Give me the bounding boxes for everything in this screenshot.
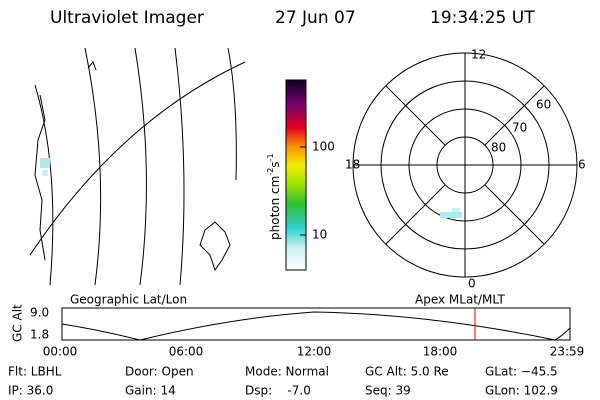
timeline-title: Apex MLat/MLT [415,293,505,307]
colorbar-tick-label: 10 [312,228,327,242]
date: 27 Jun 07 [275,8,356,28]
mlt-label: 12 [471,48,486,62]
time: 19:34:25 UT [430,8,535,28]
info-field: GLon: 102.9 [485,384,558,398]
info-field: Seq: 39 [365,384,411,398]
map [29,47,246,286]
x-tick-label: 18:00 [423,345,458,359]
info-field: Flt: LBHL [8,365,62,379]
x-tick-label: 06:00 [169,345,204,359]
colorbar-tick-label: 100 [312,140,335,154]
y-tick-label: 9.0 [30,306,49,320]
colorbar [285,79,307,271]
title: Ultraviolet Imager [50,8,204,28]
info-field: Mode: Normal [245,365,329,379]
polar-grid [352,52,578,278]
timeline-title: Geographic Lat/Lon [70,293,187,307]
timeline-box [61,307,571,341]
lat-label: 70 [512,121,527,135]
mlt-label: 6 [578,158,586,172]
info-field: GLat: −45.5 [485,365,558,379]
lat-label: 60 [536,98,551,112]
mlt-label: 0 [468,277,476,291]
info-field: IP: 36.0 [8,384,53,398]
info-field: Gain: 14 [125,384,176,398]
x-tick-label: 12:00 [297,345,332,359]
mlt-label: 18 [345,158,360,172]
x-tick-label: 00:00 [43,345,78,359]
lat-label: 80 [491,141,506,155]
colorbar-label: photon cm-2s-1 [266,153,282,240]
x-tick-label: 23:59 [550,345,585,359]
y-axis-label: GC Alt [11,304,25,342]
info-field: Door: Open [125,365,194,379]
altitude-curve [61,311,571,341]
y-tick-label: 1.8 [30,328,49,342]
info-field: Dsp: -7.0 [245,384,311,398]
info-field: GC Alt: 5.0 Re [365,365,449,379]
